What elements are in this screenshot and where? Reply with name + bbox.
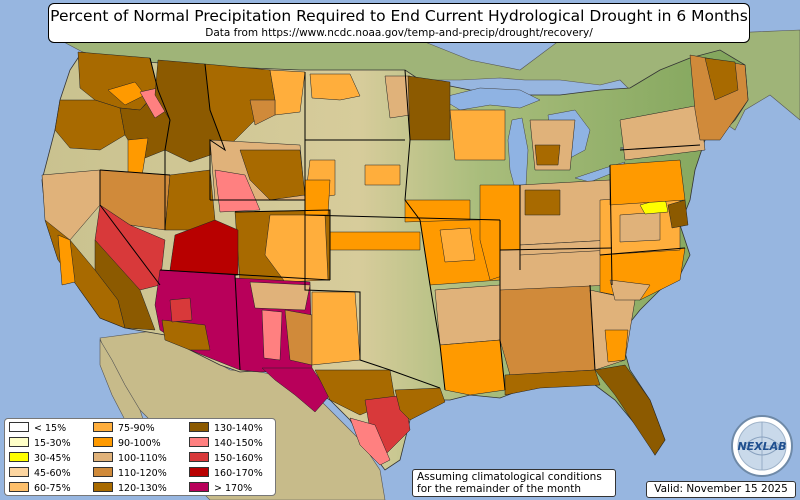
county-nm-tan [249, 281, 311, 311]
legend-item: 160-170% [189, 467, 263, 480]
county-utah-north [164, 169, 216, 231]
lake-superior [439, 87, 541, 111]
county-michigan-brown [534, 144, 561, 166]
county-maine-brown [704, 57, 739, 101]
legend-swatch [189, 437, 209, 447]
legend-label: 130-140% [214, 423, 263, 434]
legend-label: 75-90% [118, 423, 155, 434]
county-mississippi-alabama [499, 284, 596, 376]
legend-item: 75-90% [93, 422, 155, 435]
county-tennessee [499, 247, 613, 291]
note-line-1: Assuming climatological conditions [417, 471, 602, 483]
county-virginia-tan [619, 211, 661, 243]
county-montana-central [249, 99, 276, 126]
legend-item: 15-30% [9, 437, 71, 450]
legend-label: 100-110% [118, 453, 167, 464]
legend-swatch [9, 467, 29, 477]
legend-item: 90-100% [93, 437, 161, 450]
legend-swatch [189, 422, 209, 432]
county-kansas-orange [329, 231, 421, 251]
map-subtitle: Data from https://www.ncdc.noaa.gov/temp… [205, 27, 593, 39]
note-line-2: for the remainder of the month [417, 483, 582, 495]
county-montana-east [269, 69, 306, 116]
county-pennsylvania [609, 159, 686, 206]
climatology-note: Assuming climatological conditions for t… [412, 469, 616, 497]
legend-swatch [93, 467, 113, 477]
county-delmarva [667, 199, 689, 229]
legend-item: 130-140% [189, 422, 263, 435]
county-nw-coast [54, 99, 126, 151]
legend-label: 140-150% [214, 438, 263, 449]
county-socal [94, 239, 156, 331]
legend-swatch [93, 452, 113, 462]
county-texas-pink [349, 417, 391, 466]
legend-swatch [9, 422, 29, 432]
legend-swatch [9, 437, 29, 447]
legend-item: 60-75% [9, 482, 71, 495]
legend-label: 30-45% [34, 453, 71, 464]
county-arizona-brown [161, 319, 211, 351]
legend: < 15% 15-30% 30-45% 45-60% 60-75% 75-90% 90-10… [4, 418, 276, 496]
county-nd-orange [309, 73, 361, 101]
legend-label: 45-60% [34, 468, 71, 479]
legend-swatch [189, 452, 209, 462]
logo-text: NEXLAB [737, 440, 786, 453]
legend-label: 160-170% [214, 468, 263, 479]
legend-swatch [9, 482, 29, 492]
title-box: Percent of Normal Precipitation Required… [48, 3, 750, 43]
county-iowa-orange [404, 199, 471, 223]
legend-swatch [9, 452, 29, 462]
state-borders [99, 57, 701, 391]
county-arizona-red [169, 297, 193, 323]
county-minnesota [407, 75, 451, 141]
county-gulf-coast [504, 369, 601, 396]
legend-item: > 170% [189, 482, 252, 495]
county-texas-east [394, 387, 446, 421]
legend-swatch [189, 482, 209, 492]
legend-label: > 170% [214, 483, 253, 494]
nexlab-logo: NEXLAB [731, 415, 793, 477]
legend-item: 45-60% [9, 467, 71, 480]
legend-label: 60-75% [34, 483, 71, 494]
county-arkansas [434, 284, 501, 346]
valid-date-label: Valid: November 15 2025 [646, 481, 796, 498]
county-wyoming-brown [239, 149, 306, 201]
legend-label: 15-30% [34, 438, 71, 449]
legend-item: 100-110% [93, 452, 167, 465]
county-sc-tan [609, 279, 651, 301]
legend-swatch [189, 467, 209, 477]
legend-item: 120-130% [93, 482, 167, 495]
legend-item: < 15% [9, 422, 66, 435]
county-ohio-brown [524, 189, 561, 216]
county-sd-orange [364, 164, 401, 186]
legend-swatch [93, 482, 113, 492]
legend-label: 150-160% [214, 453, 263, 464]
county-texas-panhandle [311, 291, 361, 366]
county-texas-west [261, 367, 331, 413]
legend-swatch [93, 422, 113, 432]
legend-label: 120-130% [118, 483, 167, 494]
legend-item: 140-150% [189, 437, 263, 450]
legend-swatch [93, 437, 113, 447]
county-nm-pink [261, 309, 283, 361]
legend-label: 110-120% [118, 468, 167, 479]
map-title: Percent of Normal Precipitation Required… [50, 7, 748, 25]
legend-label: < 15% [34, 423, 67, 434]
legend-item: 150-160% [189, 452, 263, 465]
county-wyoming-pink [214, 169, 261, 213]
county-wisconsin [449, 109, 506, 161]
county-missouri-tan [439, 227, 476, 263]
county-florida [594, 364, 666, 456]
legend-item: 30-45% [9, 452, 71, 465]
legend-label: 90-100% [118, 438, 161, 449]
legend-item: 110-120% [93, 467, 167, 480]
county-georgia-orange [604, 329, 629, 363]
county-california-orange [57, 234, 76, 286]
county-louisiana [439, 339, 506, 396]
